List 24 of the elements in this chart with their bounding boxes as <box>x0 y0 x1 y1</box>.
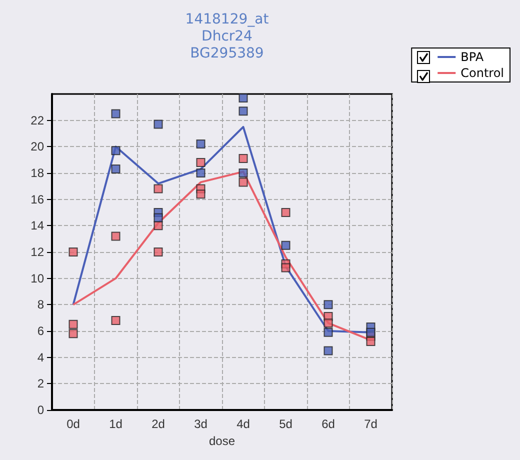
x-tick-label: 5d <box>279 417 292 431</box>
y-tick-label: 4 <box>37 350 44 364</box>
y-tick-label: 8 <box>37 298 44 312</box>
legend-label: BPA <box>460 50 484 64</box>
y-tick-label: 12 <box>30 245 44 259</box>
x-tick-label: 2d <box>152 417 165 431</box>
y-tick-label: 16 <box>30 192 44 206</box>
y-tick-label: 10 <box>30 271 44 286</box>
y-tick-label: 20 <box>30 140 44 154</box>
x-tick-label: 1d <box>109 417 122 431</box>
y-tick-label: 0 <box>37 403 44 417</box>
x-tick-label: 4d <box>236 417 250 431</box>
x-tick-label: 3d <box>194 417 208 431</box>
y-tick-label: 6 <box>37 324 44 338</box>
y-tick-label: 22 <box>30 113 44 128</box>
y-tick-label: 2 <box>37 376 44 391</box>
chart-title: 1418129_at Dhcr24 BG295389 <box>185 12 270 62</box>
legend-label: Control <box>460 66 504 80</box>
x-tick-label: 0d <box>66 417 80 431</box>
y-tick-label: 14 <box>30 218 44 233</box>
x-axis-title: dose <box>208 434 236 448</box>
x-tick-label: 7d <box>364 417 378 431</box>
y-tick-label: 18 <box>30 166 44 180</box>
x-tick-label: 6d <box>322 417 335 431</box>
